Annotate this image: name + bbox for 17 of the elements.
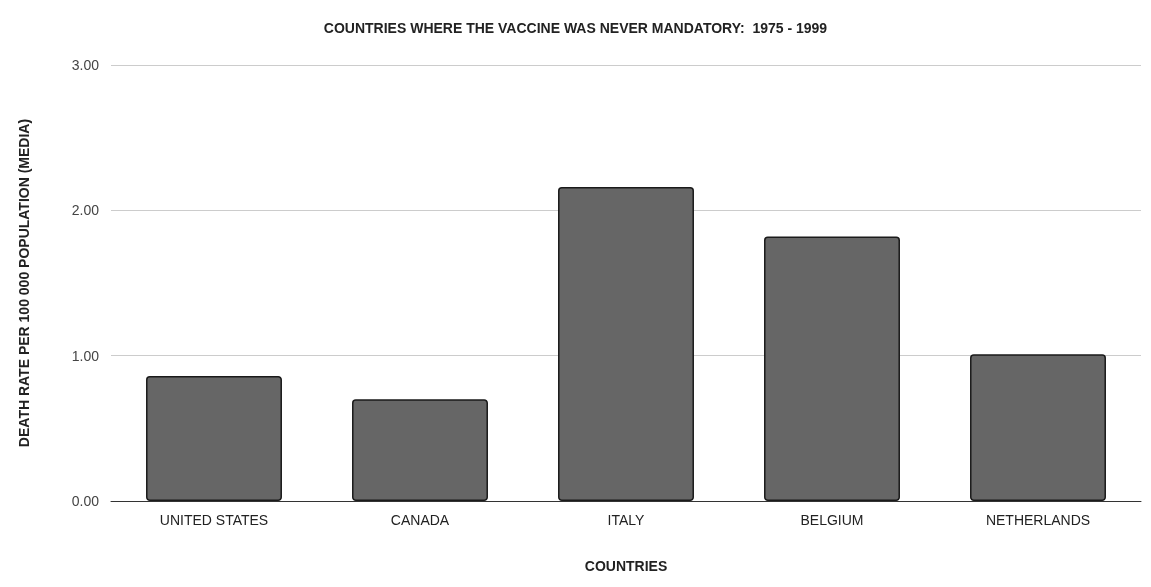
chart-title: COUNTRIES WHERE THE VACCINE WAS NEVER MANDATORY: 1975 - 1999 [323,20,828,36]
bar [764,236,900,501]
x-tick-label: ITALY [607,512,646,528]
y-tick-label: 1.00 [71,347,100,364]
x-tick-label: NETHERLANDS [985,512,1091,528]
bar [352,399,488,501]
y-tick-label: 3.00 [71,57,100,73]
bar [970,354,1106,501]
x-tick-label: CANADA [390,512,450,528]
y-tick-label: 0.00 [71,493,100,509]
bar [146,376,282,501]
bar [558,187,694,501]
x-tick-label: BELGIUM [800,512,864,528]
y-tick-label: 2.00 [71,202,100,219]
y-axis-title: DEATH RATE PER 100 000 POPULATION (MEDIA) [16,118,32,448]
x-axis-title: COUNTRIES [584,558,668,574]
x-tick-label: UNITED STATES [159,512,269,528]
